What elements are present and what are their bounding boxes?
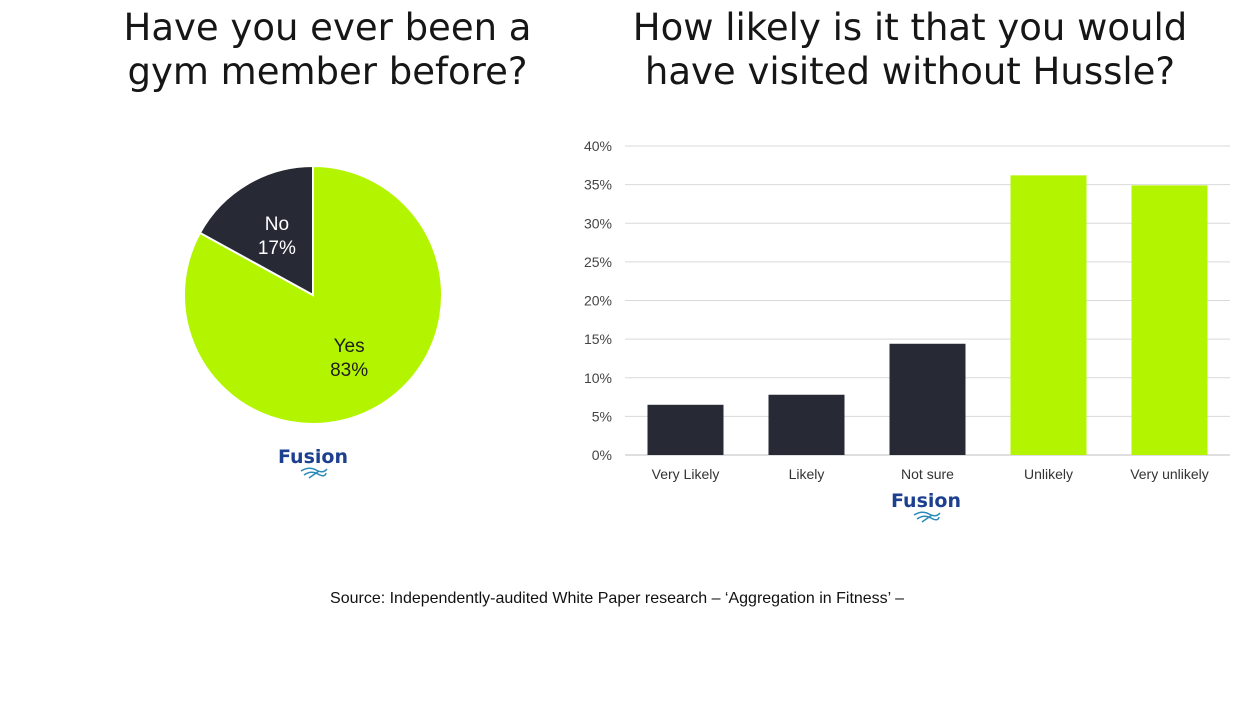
pie-slice-label: No [265,214,289,235]
x-tick-label: Very unlikely [1130,466,1209,482]
y-tick-label: 25% [584,254,612,270]
pie-slice-value-label: 83% [330,360,368,381]
wave-icon [300,467,328,479]
bar-unlikely [1010,175,1087,456]
bar-very-unlikely [1131,185,1208,455]
x-tick-label: Not sure [901,466,954,482]
bar-likely [768,394,845,455]
pie-slice-no [198,164,314,297]
y-tick-label: 35% [584,177,612,193]
fusion-logo-text: Fusion [278,446,348,468]
pie-slice-value-label: 17% [258,238,296,259]
y-tick-label: 5% [592,408,612,424]
bar-very-likely [647,404,724,455]
x-tick-label: Very Likely [652,466,720,482]
y-tick-label: 20% [584,293,612,309]
pie-chart: Yes 83% No 17% [183,164,443,425]
wave-icon [913,511,941,523]
pie-slice-yes [183,164,443,425]
source-note: Source: Independently-audited White Pape… [330,590,904,607]
bar-chart: 0% 5% 10% 15% 20% 25% 30% 35% 40% Very Likely Like… [584,138,1230,482]
y-tick-label: 0% [592,447,612,463]
x-tick-label: Likely [789,466,825,482]
bar-not-sure [889,343,966,455]
fusion-logo-pie: Fusion [278,446,348,479]
y-tick-label: 30% [584,215,612,231]
pie-slice-label: Yes [334,336,365,357]
y-tick-label: 10% [584,370,612,386]
fusion-logo-text: Fusion [891,490,961,512]
x-tick-label: Unlikely [1024,466,1073,482]
y-tick-label: 40% [584,138,612,154]
bar-chart-title: How likely is it that you would have vis… [632,6,1188,93]
y-tick-label: 15% [584,331,612,347]
fusion-logo-bar: Fusion [891,490,961,523]
pie-chart-title: Have you ever been a gym member before? [123,6,532,93]
